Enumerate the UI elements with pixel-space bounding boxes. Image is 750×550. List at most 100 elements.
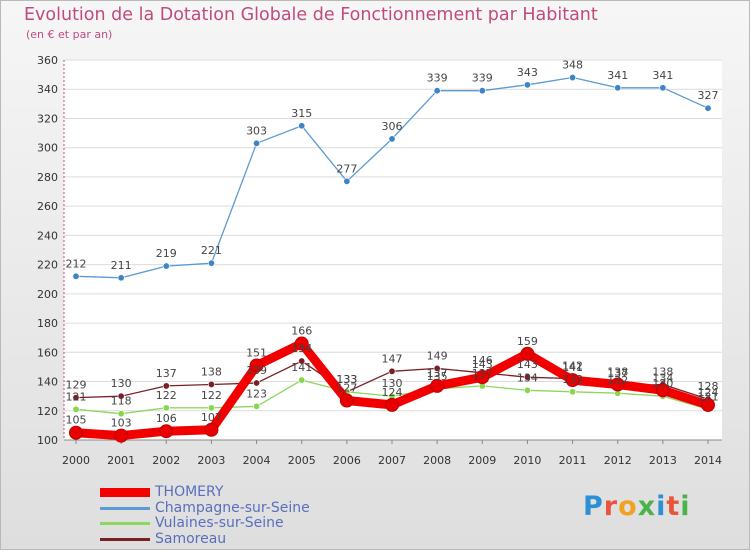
data-point-champagne-sur-seine: [298, 122, 306, 130]
data-point-thomery: [610, 377, 625, 392]
data-point-champagne-sur-seine: [343, 177, 351, 185]
data-label-thomery: 138: [607, 365, 628, 378]
data-label-vulaines-sur-seine: 122: [156, 389, 177, 402]
data-point-champagne-sur-seine: [659, 84, 667, 92]
logo-letter: i: [656, 491, 667, 522]
legend-label-thomery: THOMERY: [155, 484, 224, 500]
data-point-thomery: [249, 358, 264, 373]
data-label-samoreau: 139: [246, 364, 267, 377]
data-point-samoreau: [162, 382, 170, 390]
data-point-champagne-sur-seine: [72, 272, 80, 280]
data-label-champagne-sur-seine: 327: [698, 89, 719, 102]
logo-letter: t: [666, 491, 681, 522]
data-label-samoreau: 128: [698, 380, 719, 393]
data-point-champagne-sur-seine: [207, 259, 215, 267]
data-label-champagne-sur-seine: 212: [66, 257, 87, 270]
y-tick-label: 280: [37, 171, 58, 184]
data-label-champagne-sur-seine: 339: [472, 72, 493, 85]
y-tick-label: 100: [37, 434, 58, 447]
data-label-samoreau: 138: [652, 365, 673, 378]
data-point-thomery: [701, 397, 715, 412]
x-tick-label: 2000: [62, 454, 90, 467]
data-point-thomery: [385, 397, 399, 412]
data-label-samoreau: 147: [382, 352, 403, 365]
data-label-thomery: 124: [698, 386, 719, 399]
data-point-thomery: [159, 424, 174, 439]
x-tick-label: 2004: [243, 454, 271, 467]
data-point-champagne-sur-seine: [433, 87, 441, 95]
data-label-vulaines-sur-seine: 121: [698, 390, 719, 403]
data-label-champagne-sur-seine: 348: [562, 59, 583, 72]
data-point-thomery: [339, 393, 354, 408]
x-tick-label: 2002: [152, 454, 180, 467]
x-tick-label: 2011: [559, 454, 587, 467]
legend-label-samoreau: Samoreau: [155, 530, 227, 547]
data-label-samoreau: 137: [607, 367, 628, 380]
data-label-vulaines-sur-seine: 130: [382, 377, 403, 390]
data-label-vulaines-sur-seine: 122: [201, 389, 222, 402]
data-label-samoreau: 138: [201, 365, 222, 378]
data-point-thomery: [204, 422, 219, 437]
data-point-samoreau: [388, 367, 396, 375]
logo-letter: o: [618, 491, 638, 522]
data-label-vulaines-sur-seine: 141: [291, 361, 312, 374]
data-point-champagne-sur-seine: [704, 104, 712, 112]
data-label-vulaines-sur-seine: 130: [652, 377, 673, 390]
legend-label-champagne: Champagne-sur-Seine: [155, 499, 310, 516]
data-label-vulaines-sur-seine: 118: [111, 395, 132, 408]
logo-letter: P: [583, 491, 604, 522]
data-label-thomery: 107: [201, 411, 222, 424]
x-tick-label: 2007: [378, 454, 406, 467]
data-point-vulaines-sur-seine: [207, 404, 215, 412]
y-tick-label: 260: [37, 200, 58, 213]
y-tick-label: 300: [37, 142, 58, 155]
chart-title: Evolution de la Dotation Globale de Fonc…: [24, 5, 598, 25]
logo-letter: r: [603, 491, 619, 522]
plot-area: [64, 60, 722, 440]
data-point-thomery: [294, 336, 309, 351]
data-point-vulaines-sur-seine: [162, 404, 170, 412]
data-point-thomery: [655, 383, 670, 398]
y-tick-label: 320: [37, 112, 58, 125]
data-label-champagne-sur-seine: 211: [111, 259, 132, 272]
x-tick-label: 2010: [513, 454, 541, 467]
data-label-vulaines-sur-seine: 132: [607, 374, 628, 387]
data-point-samoreau: [523, 373, 531, 381]
data-point-thomery: [430, 378, 445, 393]
data-label-vulaines-sur-seine: 134: [517, 371, 538, 384]
data-label-thomery: 137: [427, 367, 448, 380]
data-point-samoreau: [117, 392, 125, 400]
data-label-samoreau: 154: [291, 342, 312, 355]
y-tick-label: 140: [37, 376, 58, 389]
data-label-vulaines-sur-seine: 135: [427, 370, 448, 383]
x-tick-label: 2003: [197, 454, 225, 467]
y-tick-label: 240: [37, 229, 58, 242]
data-label-samoreau: 143: [517, 358, 538, 371]
data-point-samoreau: [433, 364, 441, 372]
data-point-champagne-sur-seine: [478, 87, 486, 95]
data-label-thomery: 105: [66, 414, 87, 427]
data-label-samoreau: 130: [111, 377, 132, 390]
legend-swatch-vulaines: [100, 522, 150, 525]
data-label-thomery: 151: [246, 346, 267, 359]
data-label-samoreau: 142: [562, 360, 583, 373]
x-tick-label: 2008: [423, 454, 451, 467]
data-label-champagne-sur-seine: 303: [246, 124, 267, 137]
data-label-vulaines-sur-seine: 121: [66, 390, 87, 403]
data-point-champagne-sur-seine: [117, 274, 125, 282]
data-point-champagne-sur-seine: [614, 84, 622, 92]
data-point-champagne-sur-seine: [569, 74, 577, 82]
data-label-samoreau: 149: [427, 349, 448, 362]
proxiti-logo: Proxiti: [583, 491, 691, 522]
data-point-champagne-sur-seine: [162, 262, 170, 270]
data-point-champagne-sur-seine: [523, 81, 531, 89]
data-label-champagne-sur-seine: 219: [156, 247, 177, 260]
data-label-thomery: 143: [472, 358, 493, 371]
data-point-vulaines-sur-seine: [569, 388, 577, 396]
data-point-vulaines-sur-seine: [117, 410, 125, 418]
data-label-thomery: 127: [336, 382, 357, 395]
data-label-thomery: 159: [517, 335, 538, 348]
data-label-thomery: 103: [111, 417, 132, 430]
data-label-champagne-sur-seine: 221: [201, 244, 222, 257]
data-point-champagne-sur-seine: [388, 135, 396, 143]
